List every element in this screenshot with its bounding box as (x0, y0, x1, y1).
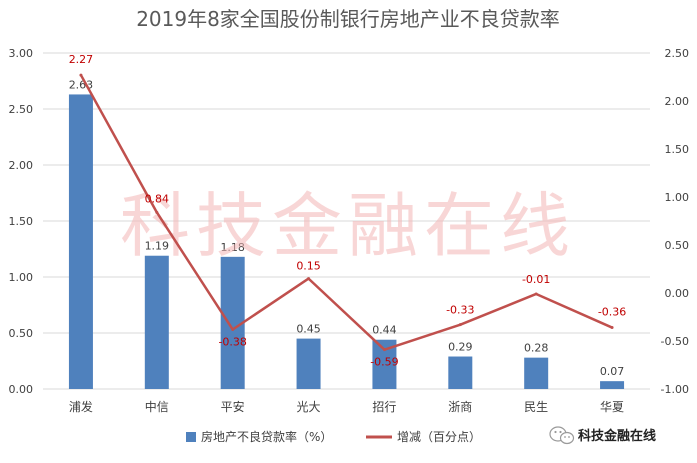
bar-value-label: 0.44 (372, 324, 397, 337)
y-right-axis: -1.00 -0.50 0.00 0.50 1.00 1.50 2.00 2.50 (661, 47, 689, 396)
x-tick-label: 华夏 (600, 400, 624, 414)
y-left-tick-label: 3.00 (9, 47, 34, 60)
line-value-label: 0.84 (145, 192, 170, 205)
line-value-label: 2.27 (69, 53, 94, 66)
bar-value-label: 0.29 (448, 341, 473, 354)
bar-value-label: 0.07 (600, 365, 625, 378)
wechat-icon (549, 426, 575, 445)
line-value-label: -0.38 (218, 335, 246, 348)
legend-line-label: 增减（百分点） (397, 430, 481, 444)
bar (600, 381, 625, 389)
bar-value-label: 1.19 (145, 240, 170, 253)
y-right-tick-label: -0.50 (661, 335, 689, 348)
bar (296, 338, 321, 389)
brand: 科技金融在线 (549, 426, 656, 445)
y-left-tick-label: 0.00 (9, 383, 34, 396)
y-right-tick-label: 1.50 (665, 143, 690, 156)
y-right-tick-label: 1.00 (665, 191, 690, 204)
x-axis-categories: 浦发 中信 平安 光大 招行 浙商 民生 华夏 (69, 399, 624, 414)
line-value-label: 0.15 (296, 260, 321, 273)
line-value-label: -0.33 (446, 304, 474, 317)
legend: 房地产不良贷款率（%） 增减（百分点） (186, 429, 481, 444)
line-value-label: -0.36 (598, 306, 626, 319)
bar-value-label: 0.45 (296, 323, 321, 336)
line-series: 2.27 0.84 -0.38 0.15 -0.59 -0.33 -0.01 -0.36 (69, 53, 627, 369)
x-tick-label: 民生 (524, 400, 548, 414)
y-left-axis: 0.00 0.50 1.00 1.50 2.00 2.50 3.00 (9, 47, 650, 396)
y-right-tick-label: 2.50 (665, 47, 690, 60)
bar-value-label: 1.18 (220, 241, 245, 254)
y-left-tick-label: 0.50 (9, 327, 34, 340)
y-right-tick-label: 0.50 (665, 239, 690, 252)
y-left-tick-label: 2.50 (9, 103, 34, 116)
legend-bar-swatch (186, 432, 196, 442)
series-line (79, 74, 613, 351)
chart-title: 2019年8家全国股份制银行房地产业不良贷款率 (136, 7, 560, 31)
x-tick-label: 光大 (297, 400, 321, 414)
y-right-tick-label: -1.00 (661, 383, 689, 396)
x-tick-label: 浙商 (448, 399, 472, 414)
line-point (155, 210, 159, 214)
line-point (79, 73, 83, 77)
line-point (534, 292, 538, 296)
line-point (307, 277, 311, 281)
bar (524, 357, 549, 389)
line-value-label: -0.59 (370, 356, 398, 369)
line-point (458, 323, 462, 327)
y-left-tick-label: 2.00 (9, 159, 34, 172)
x-tick-label: 浦发 (69, 399, 93, 414)
bar (448, 356, 473, 389)
x-tick-label: 中信 (145, 399, 169, 414)
line-point (610, 326, 614, 330)
bar-value-label: 0.28 (524, 342, 549, 355)
legend-bar-label: 房地产不良贷款率（%） (201, 429, 332, 444)
x-tick-label: 招行 (372, 400, 396, 414)
y-left-tick-label: 1.00 (9, 271, 34, 284)
x-tick-label: 平安 (221, 399, 245, 414)
y-right-tick-label: 2.00 (665, 95, 690, 108)
watermark: 科技金融在线 (120, 185, 576, 267)
line-value-label: -0.01 (522, 273, 550, 286)
bar (144, 255, 169, 389)
line-point (382, 348, 386, 352)
y-right-tick-label: 0.00 (665, 287, 690, 300)
bar (68, 94, 93, 389)
y-left-tick-label: 1.50 (9, 215, 34, 228)
brand-name: 科技金融在线 (578, 428, 656, 444)
line-point (231, 327, 235, 331)
